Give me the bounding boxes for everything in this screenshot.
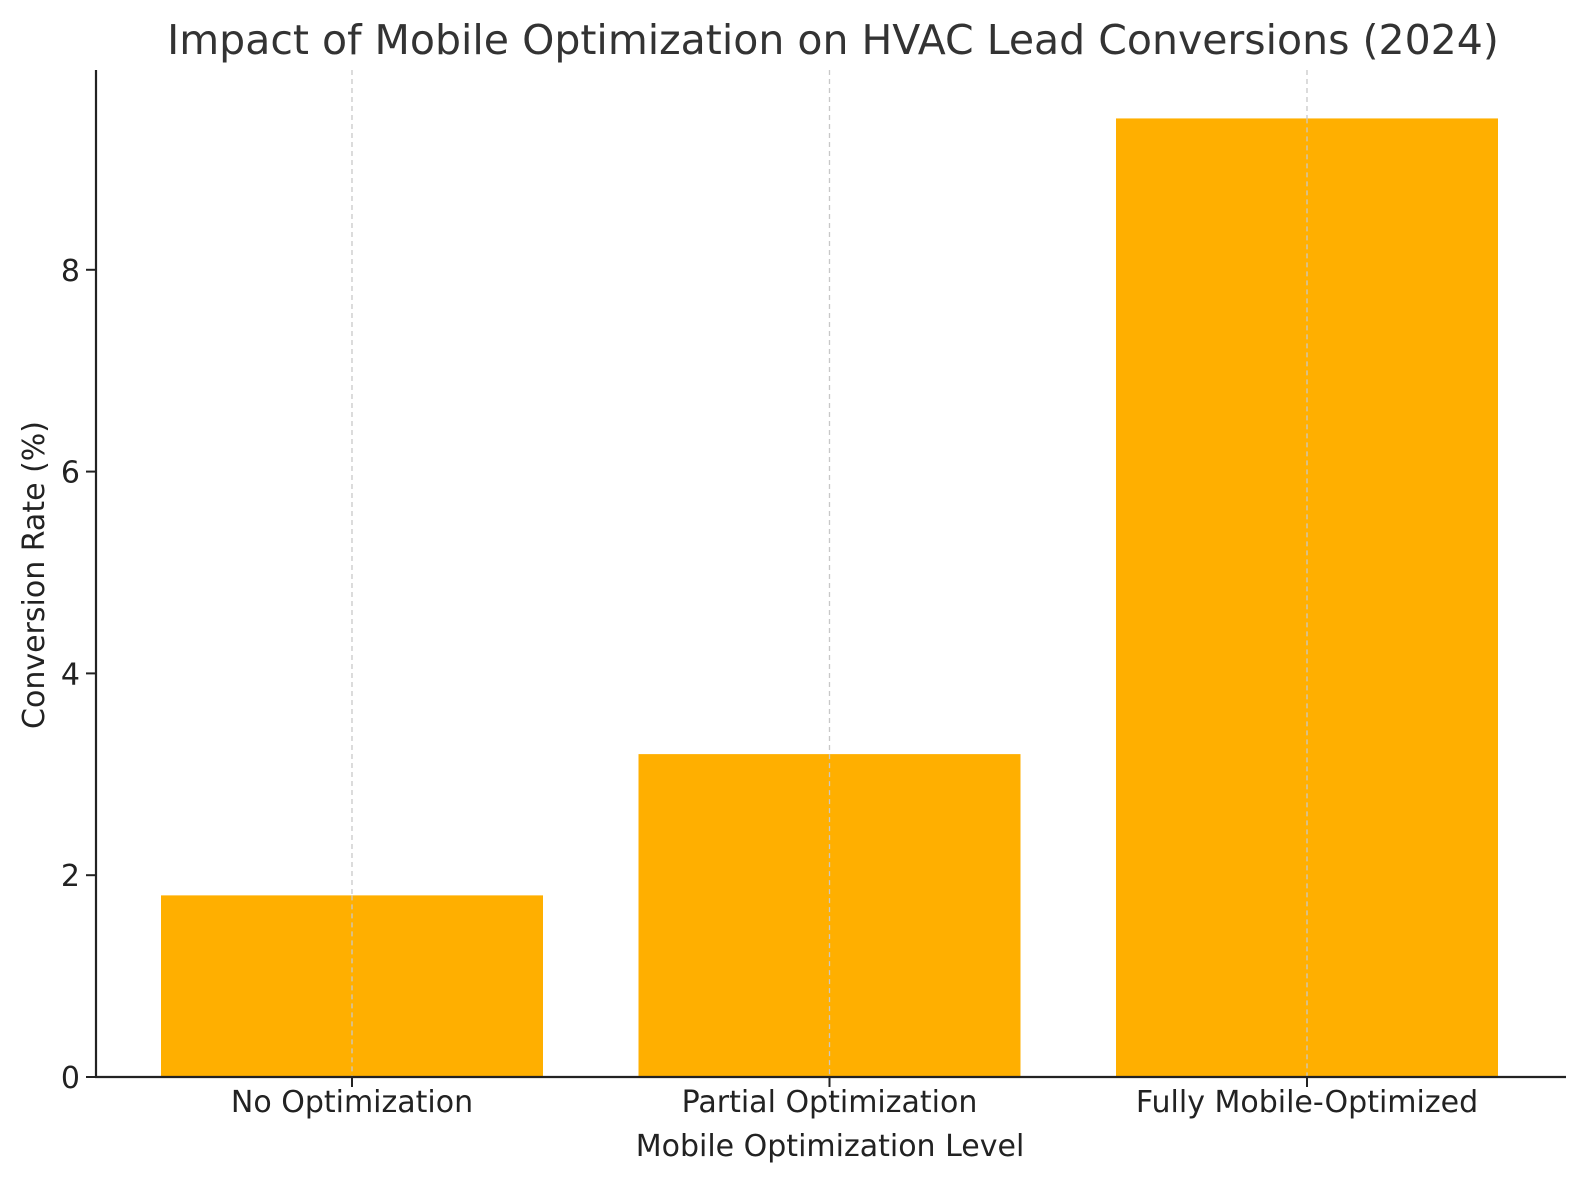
y-tick-label-6: 6 [61, 456, 80, 491]
x-tick-label-2: Partial Optimization [682, 1085, 978, 1120]
x-axis-label: Mobile Optimization Level [636, 1129, 1025, 1164]
x-tick-label-1: No Optimization [231, 1085, 473, 1120]
y-tick-label-0: 0 [61, 1061, 80, 1096]
y-tick-label-2: 2 [61, 859, 80, 894]
y-axis-label: Conversion Rate (%) [17, 421, 52, 729]
y-ticks: 0 2 4 6 8 [61, 254, 96, 1096]
x-ticks: No Optimization Partial Optimization Fully… [231, 1077, 1478, 1120]
grid-front-layer [351, 118, 1308, 1077]
bar-2 [638, 754, 1021, 1077]
x-tick-label-3: Fully Mobile-Optimized [1136, 1085, 1478, 1120]
chart-title: Impact of Mobile Optimization on HVAC Le… [167, 16, 1499, 64]
y-tick-label-4: 4 [61, 657, 80, 692]
y-tick-label-8: 8 [61, 254, 80, 289]
